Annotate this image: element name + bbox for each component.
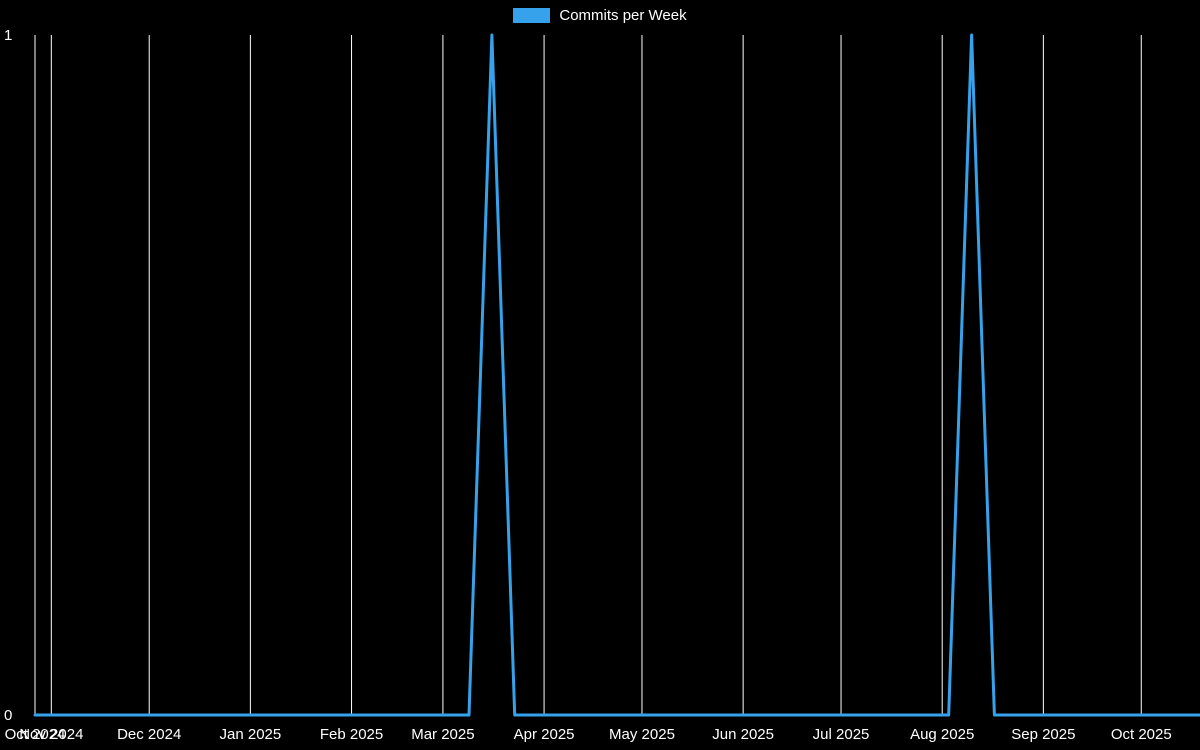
y-tick-label: 1	[4, 27, 12, 44]
commits-line	[33, 33, 1200, 717]
x-tick-label: Jul 2025	[813, 726, 870, 743]
legend-label: Commits per Week	[559, 7, 687, 24]
legend[interactable]: Commits per Week	[0, 8, 1200, 23]
x-tick-label: Nov 2024	[19, 726, 83, 743]
x-tick-label: May 2025	[609, 726, 675, 743]
x-tick-label: Aug 2025	[910, 726, 974, 743]
x-tick-label: Dec 2024	[117, 726, 181, 743]
x-tick-label: Oct 2024	[5, 726, 66, 743]
x-tick-label: Sep 2025	[1011, 726, 1075, 743]
x-tick-label: Mar 2025	[411, 726, 474, 743]
y-tick-label: 0	[4, 707, 12, 724]
x-tick-label: Apr 2025	[514, 726, 575, 743]
x-tick-label: Oct 2025	[1111, 726, 1172, 743]
x-tick-label: Jun 2025	[712, 726, 774, 743]
x-tick-label: Jan 2025	[220, 726, 282, 743]
legend-swatch-icon[interactable]	[513, 8, 551, 23]
x-tick-label: Feb 2025	[320, 726, 383, 743]
